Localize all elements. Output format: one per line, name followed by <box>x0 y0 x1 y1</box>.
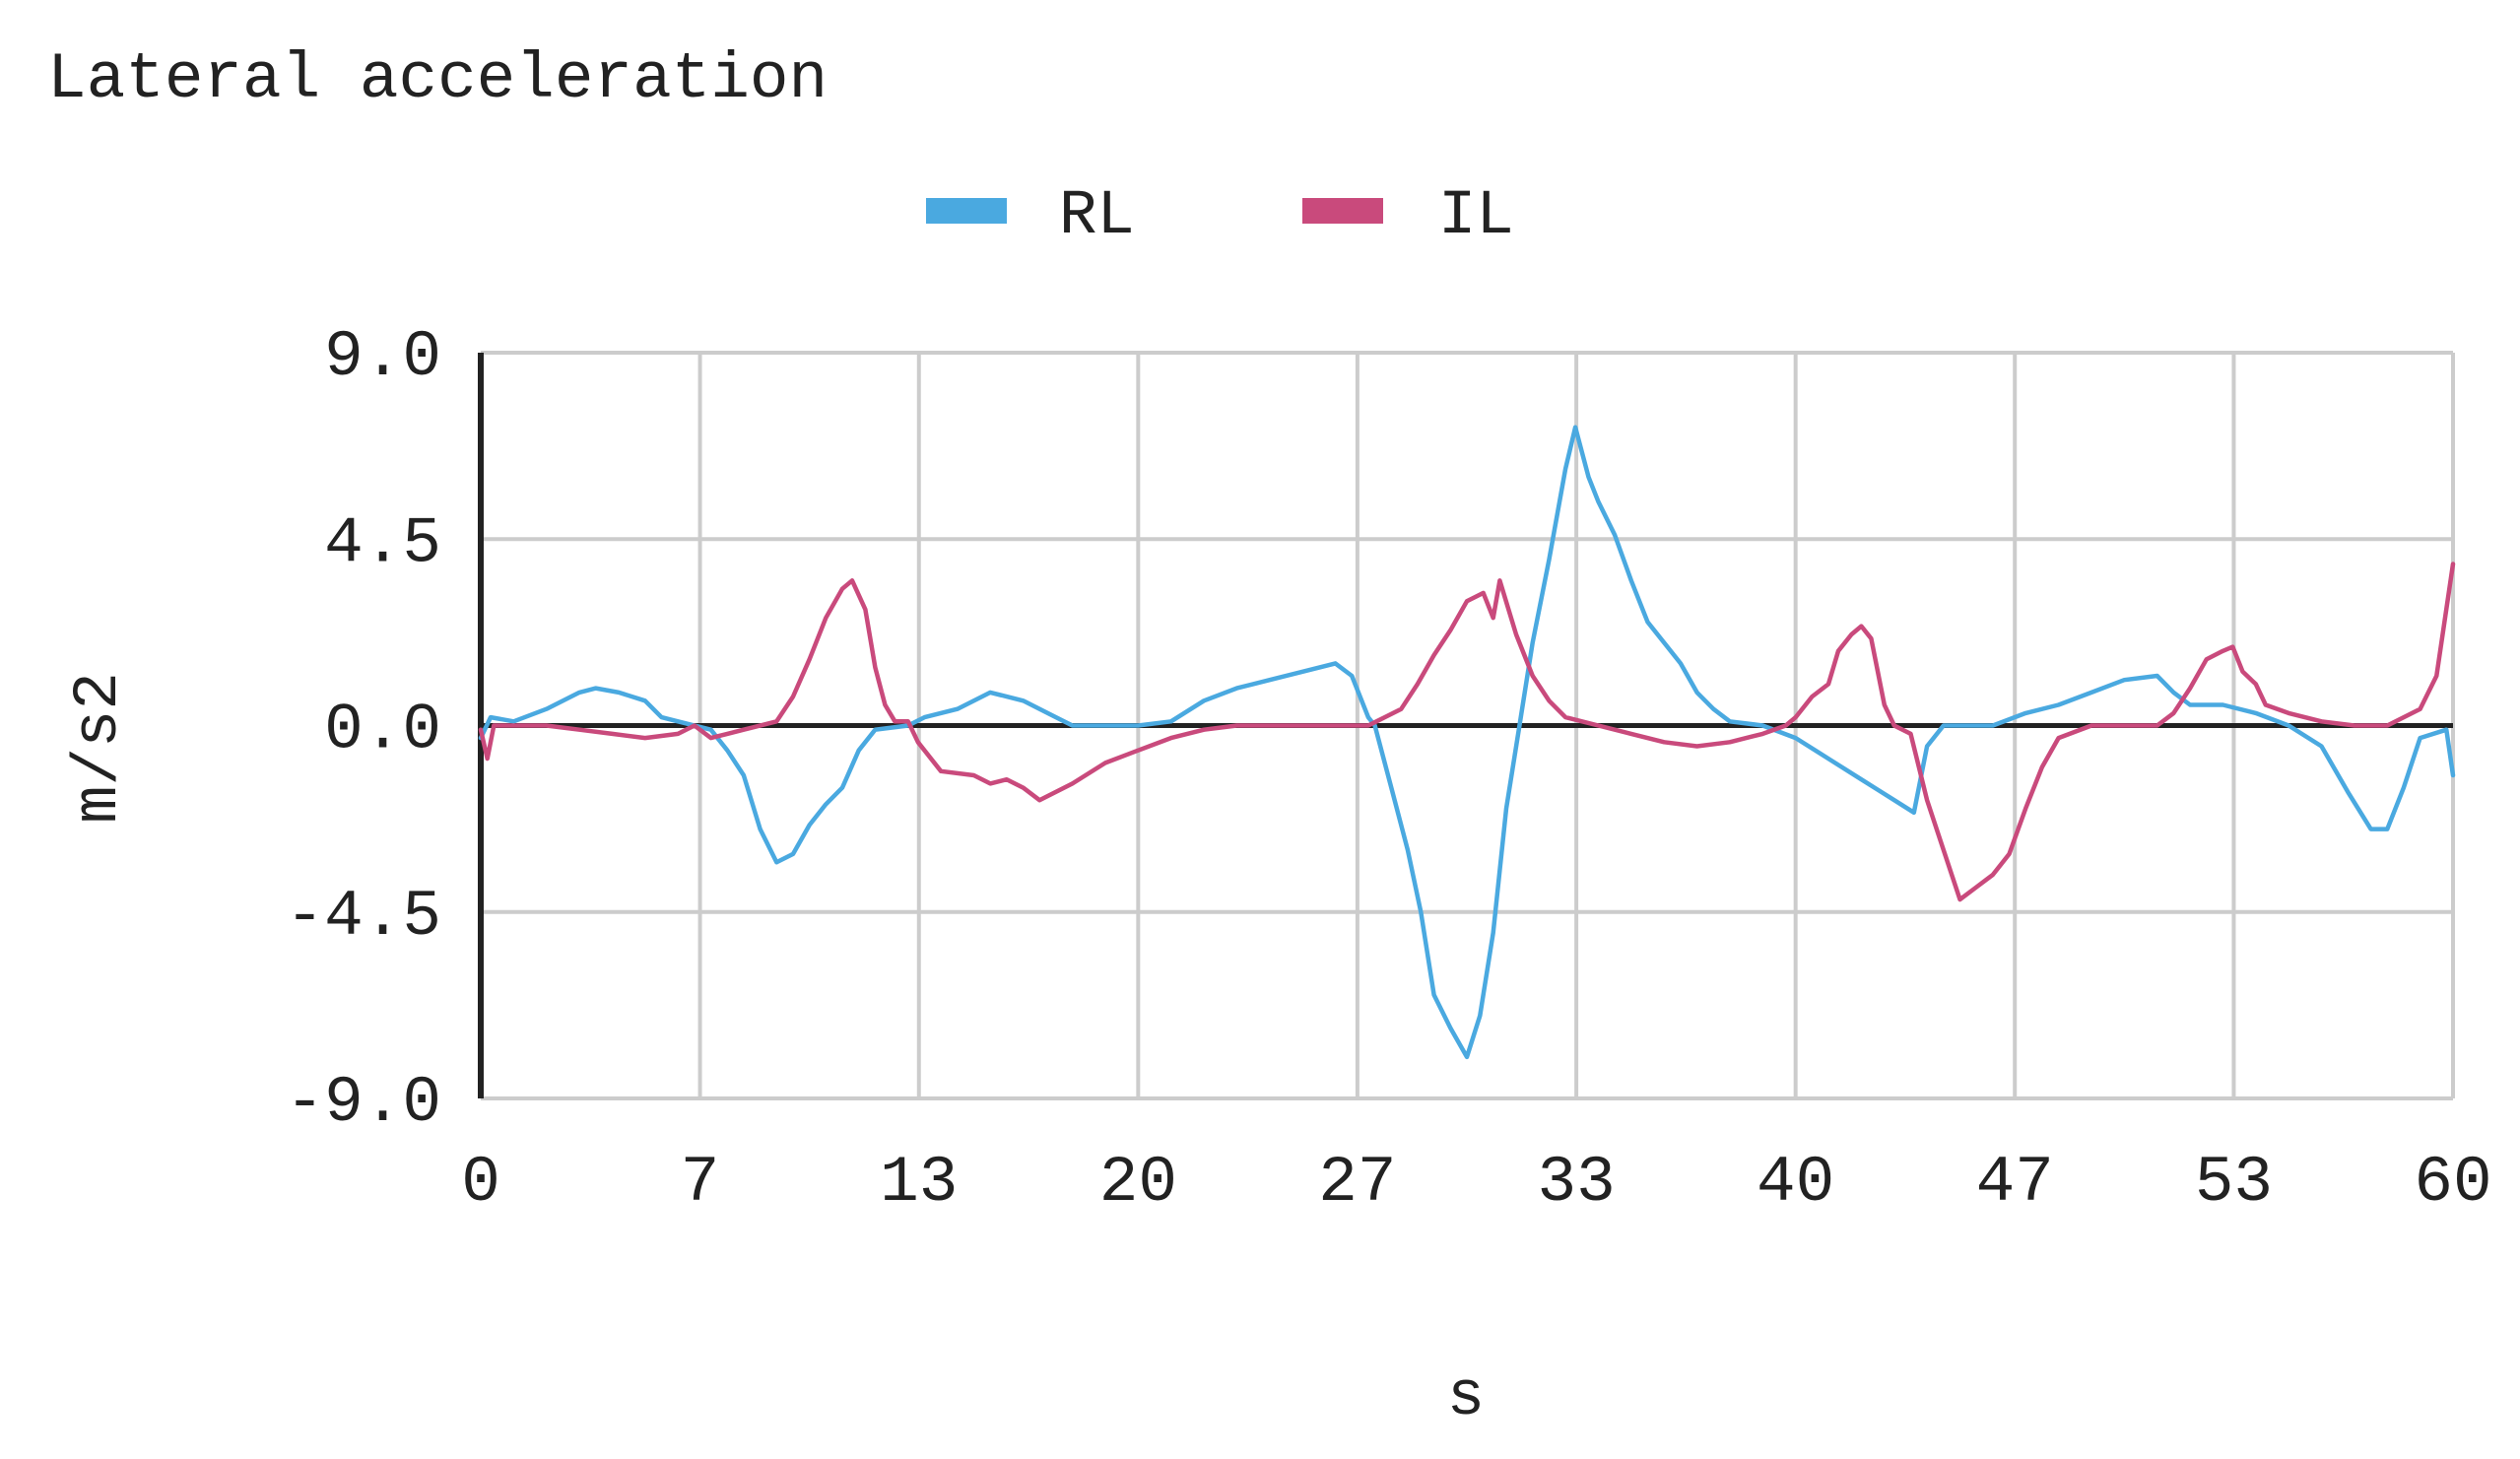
legend-label-rl: RL <box>1059 181 1135 252</box>
chart-title: Lateral acceleration <box>47 42 828 116</box>
series-group <box>478 425 2456 1060</box>
series-line-il <box>478 562 2456 902</box>
x-tick-label: 20 <box>1099 1146 1177 1220</box>
legend-swatch-rl <box>926 198 1007 224</box>
y-tick-label: -9.0 <box>286 1066 441 1140</box>
series-line-rl <box>478 425 2456 1060</box>
x-tick-label: 0 <box>461 1146 500 1220</box>
x-tick-label: 33 <box>1538 1146 1616 1220</box>
y-tick-label: 9.0 <box>324 320 441 394</box>
tick-labels: 0 7 13 20 27 33 40 47 53 60 9.0 4.5 0.0 -4.5 -9.0 <box>286 320 2492 1220</box>
y-tick-label: 4.5 <box>324 506 441 580</box>
y-tick-label: -4.5 <box>286 880 441 954</box>
y-axis-label: m/s2 <box>64 672 135 824</box>
y-tick-label: 0.0 <box>324 694 441 767</box>
x-tick-label: 27 <box>1318 1146 1396 1220</box>
legend: RL IL <box>926 181 1514 252</box>
x-axis-label: s <box>1447 1362 1485 1433</box>
legend-swatch-il <box>1302 198 1383 224</box>
legend-label-il: IL <box>1438 181 1514 252</box>
x-tick-label: 47 <box>1976 1146 2054 1220</box>
x-tick-label: 53 <box>2195 1146 2273 1220</box>
x-tick-label: 60 <box>2414 1146 2491 1220</box>
x-tick-label: 7 <box>681 1146 720 1220</box>
x-tick-label: 13 <box>880 1146 958 1220</box>
x-tick-label: 40 <box>1757 1146 1834 1220</box>
